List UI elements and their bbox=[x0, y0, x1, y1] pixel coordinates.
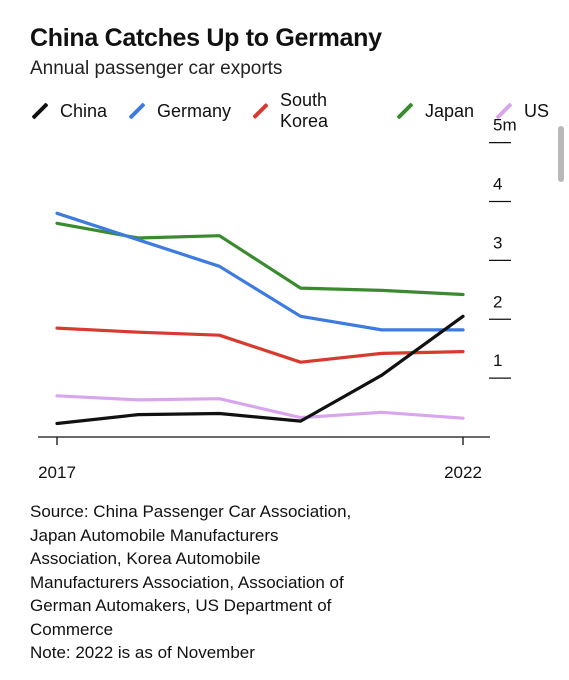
chart-subtitle: Annual passenger car exports bbox=[30, 58, 283, 79]
series-line-germany bbox=[55, 211, 465, 332]
x-tick-label: 2022 bbox=[444, 463, 482, 482]
legend-label-us: US bbox=[523, 100, 549, 121]
source-line: Association, Korea Automobile bbox=[30, 549, 261, 568]
legend-label-japan: Japan bbox=[424, 100, 474, 121]
chart-title: China Catches Up to Germany bbox=[30, 24, 382, 52]
source-line: Source: China Passenger Car Association, bbox=[30, 502, 352, 521]
y-tick-label: 4 bbox=[493, 175, 502, 194]
legend-label-germany: Germany bbox=[157, 100, 232, 121]
legend-item-us: US bbox=[494, 101, 549, 122]
y-tick-label: 3 bbox=[493, 233, 502, 252]
legend-item-japan: Japan bbox=[395, 101, 474, 122]
line-chart: 2017 2022 5m 4 3 2 1 bbox=[38, 116, 517, 482]
y-tick-label: 2 bbox=[493, 292, 502, 311]
series-line-china bbox=[55, 314, 465, 426]
y-tick-label: 1 bbox=[493, 351, 502, 370]
legend-label-south-korea: South Korea bbox=[280, 90, 329, 131]
legend-item-germany: Germany bbox=[127, 101, 231, 122]
source-line: German Automakers, US Department of bbox=[30, 596, 332, 615]
chart-legend: China Germany South Korea Japan US bbox=[30, 90, 569, 132]
legend-item-south-korea: South Korea bbox=[251, 90, 375, 132]
source-line: Commerce bbox=[30, 619, 114, 639]
series-line-south-korea bbox=[55, 326, 465, 364]
series-line-us bbox=[55, 394, 465, 420]
note-line: Note: 2022 is as of November bbox=[30, 643, 255, 662]
x-tick-label: 2017 bbox=[38, 463, 76, 482]
legend-item-china: China bbox=[30, 101, 107, 122]
source-line: Japan Automobile Manufacturers bbox=[30, 525, 279, 545]
legend-label-china: China bbox=[60, 100, 108, 121]
source-note: Source: China Passenger Car Association,… bbox=[30, 500, 410, 665]
y-tick-label: 5m bbox=[493, 116, 517, 135]
source-line: Manufacturers Association, Association o… bbox=[30, 572, 344, 592]
scrollbar[interactable] bbox=[558, 126, 564, 182]
